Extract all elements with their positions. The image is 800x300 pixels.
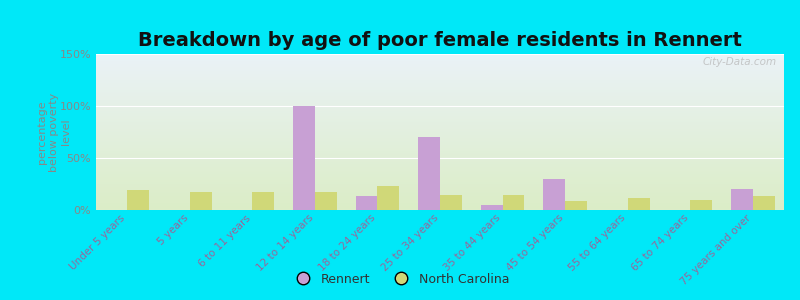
Legend: Rennert, North Carolina: Rennert, North Carolina bbox=[286, 268, 514, 291]
Bar bbox=[690, 200, 712, 210]
Bar bbox=[127, 190, 149, 210]
Bar bbox=[190, 192, 212, 210]
Y-axis label: percentage
below poverty
level: percentage below poverty level bbox=[38, 92, 70, 172]
Title: Breakdown by age of poor female residents in Rennert: Breakdown by age of poor female resident… bbox=[138, 31, 742, 50]
Bar bbox=[543, 179, 565, 210]
Bar bbox=[481, 205, 502, 210]
Bar bbox=[378, 186, 399, 210]
Bar bbox=[252, 192, 274, 210]
Bar bbox=[628, 197, 650, 210]
Bar bbox=[565, 201, 587, 210]
Bar bbox=[418, 137, 440, 210]
Bar bbox=[753, 196, 774, 210]
Bar bbox=[731, 189, 753, 210]
Bar bbox=[315, 192, 337, 210]
Bar bbox=[440, 195, 462, 210]
Bar bbox=[293, 106, 315, 210]
Text: City-Data.com: City-Data.com bbox=[703, 57, 777, 67]
Bar bbox=[502, 195, 525, 210]
Bar bbox=[355, 196, 378, 210]
